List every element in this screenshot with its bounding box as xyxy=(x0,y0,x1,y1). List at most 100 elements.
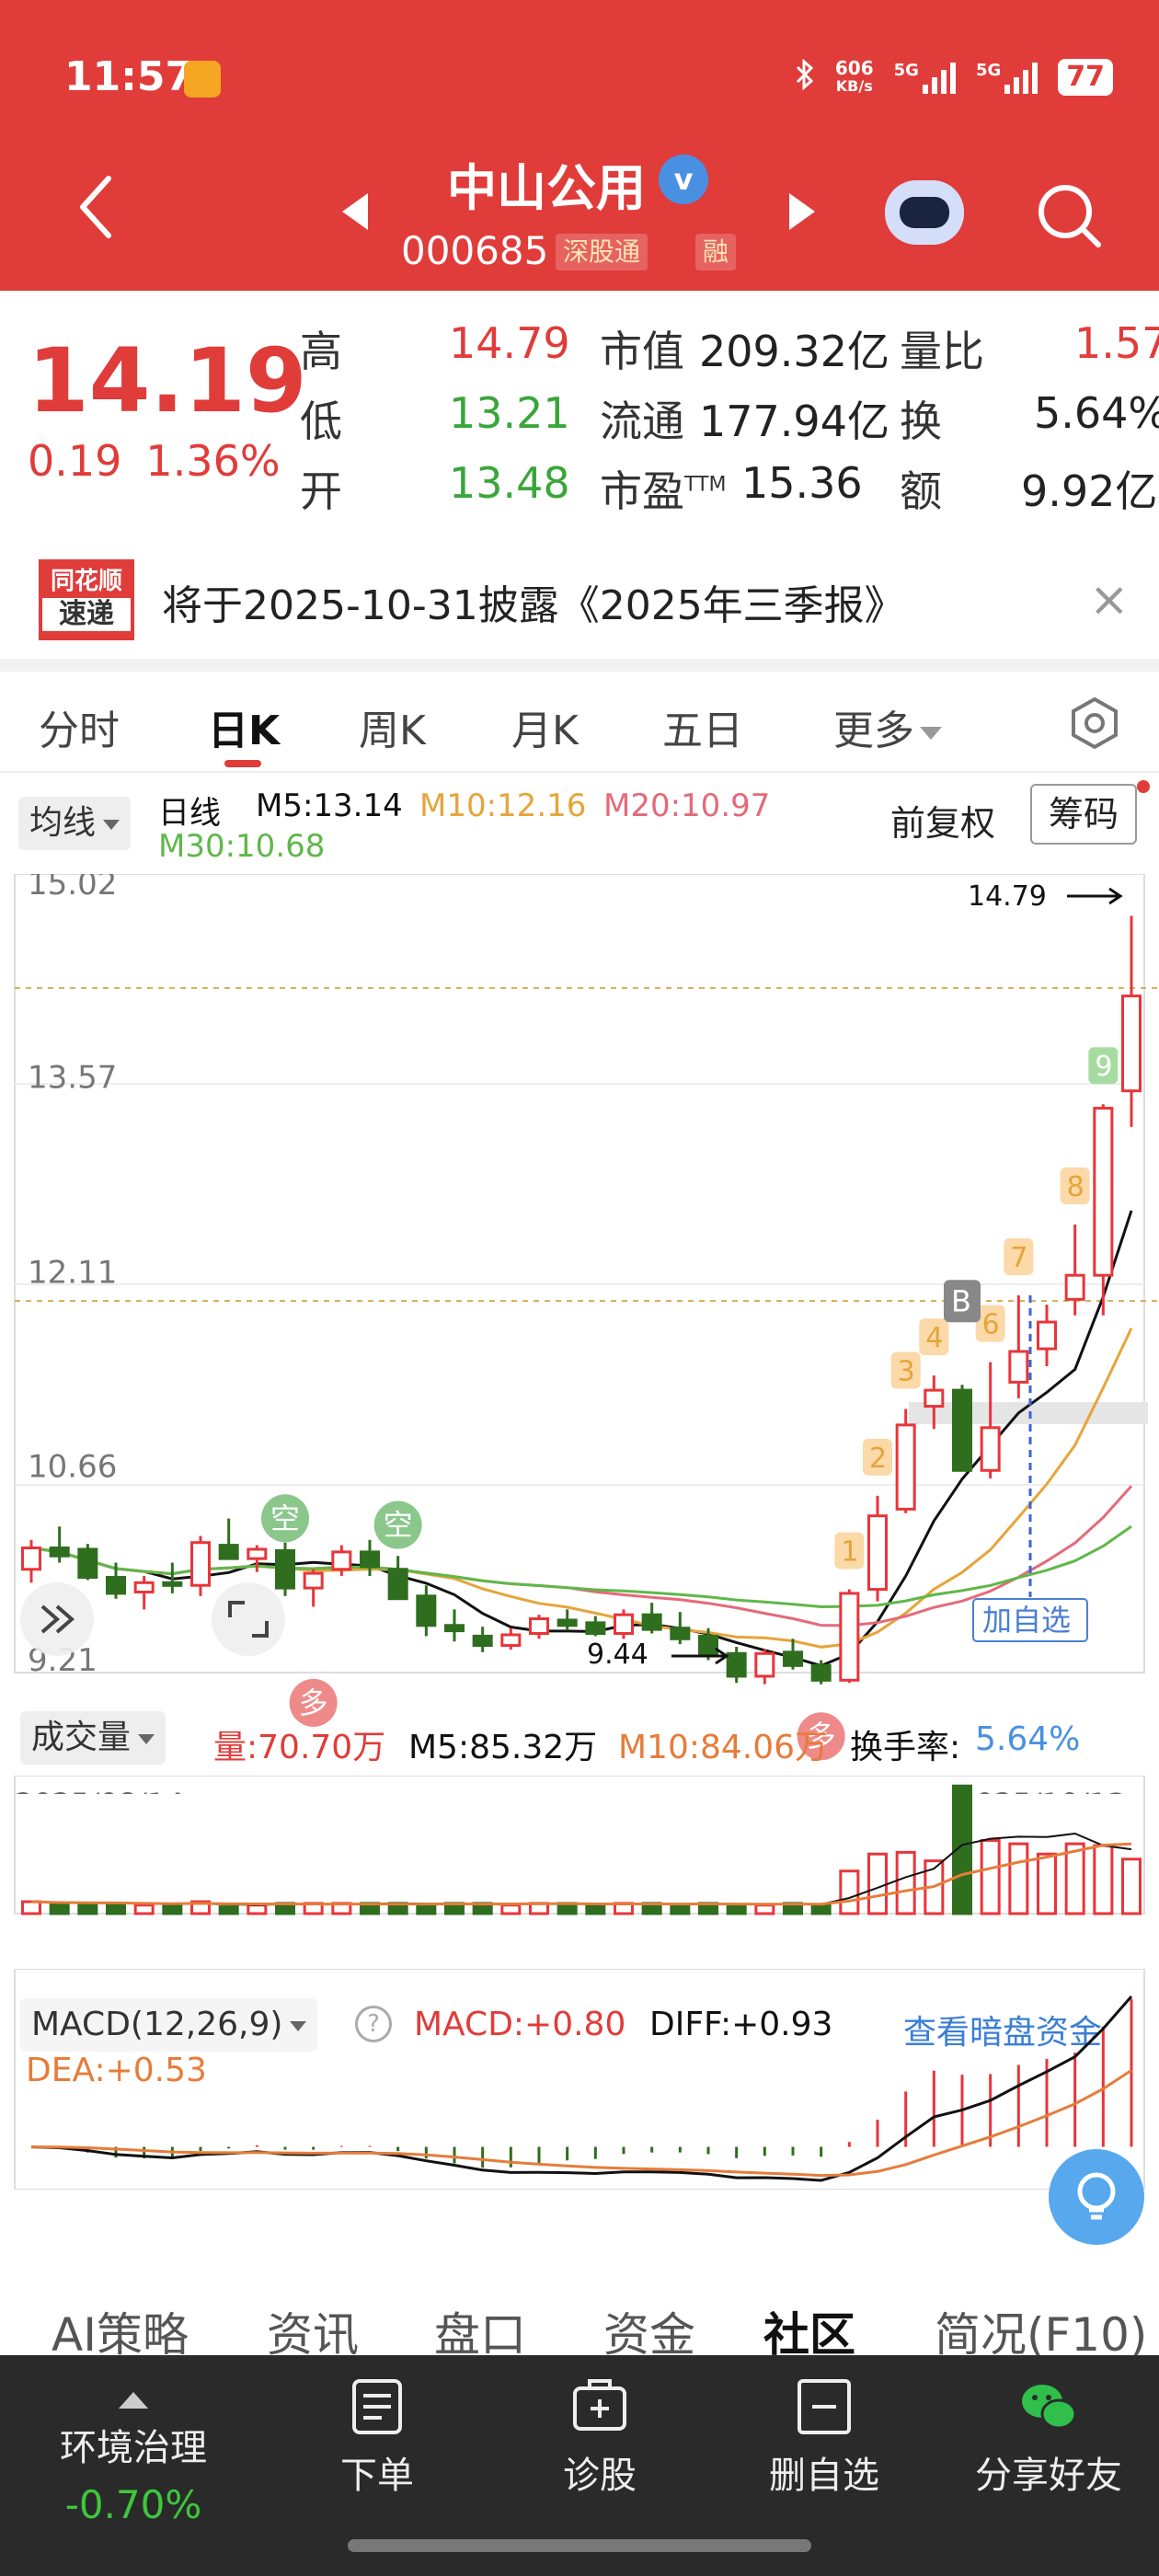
candle xyxy=(1093,1104,1114,1316)
volume-m10: M10:84.06万 xyxy=(618,1729,829,1766)
adjust-mode[interactable]: 前复权 xyxy=(890,803,996,844)
fullscreen-button[interactable] xyxy=(212,1582,285,1656)
order-button[interactable]: 下单 xyxy=(285,2377,469,2499)
tab-profile[interactable]: 简况(F10) xyxy=(935,2308,1148,2355)
y-tick-label: 15.02 xyxy=(28,874,117,903)
high-annotation: 14.79 xyxy=(968,880,1047,913)
y-tick-label: 12.11 xyxy=(28,1255,117,1292)
tab-ai-strategy[interactable]: AI策略 xyxy=(52,2308,189,2355)
candle xyxy=(613,1609,635,1639)
candle xyxy=(726,1647,747,1684)
help-icon[interactable]: ? xyxy=(355,2006,392,2042)
volume-m5: M5:85.32万 xyxy=(408,1729,598,1766)
remove-watch-button[interactable]: 删自选 xyxy=(732,2377,916,2499)
volume-bar xyxy=(895,1850,916,1915)
turnover-value: 5.64% xyxy=(1034,388,1159,438)
tag-margin: 融 xyxy=(695,234,737,270)
period-tabs: 分时 日K 周K 月K 五日 更多 xyxy=(0,672,1159,773)
volume-selector[interactable]: 成交量 xyxy=(20,1711,166,1765)
active-tab-indicator xyxy=(224,760,261,767)
kline-chart[interactable]: 15.0213.5712.1110.669.21 空空多多1234 6789B 1… xyxy=(0,874,1159,1794)
count-label: 8 xyxy=(1067,1171,1084,1203)
volume-bar xyxy=(1093,1844,1114,1915)
candle xyxy=(303,1569,324,1607)
count-badge xyxy=(834,1532,865,1570)
count-badge xyxy=(1060,1167,1090,1204)
collapse-button[interactable] xyxy=(20,1582,94,1656)
ai-robot-icon[interactable] xyxy=(885,180,964,245)
bluetooth-icon xyxy=(795,58,815,96)
notice-text[interactable]: 将于2025-10-31披露《2025年三季报》 xyxy=(162,582,905,629)
signal-label: 多 xyxy=(299,1685,328,1720)
candle xyxy=(924,1375,945,1430)
sector-info[interactable]: 环境治理 -0.70% xyxy=(28,2392,239,2527)
turnover-rate-label: 换手率: xyxy=(850,1729,961,1766)
back-button[interactable] xyxy=(74,175,120,238)
float-label: 流通 xyxy=(600,397,684,446)
chevron-down-icon xyxy=(103,819,120,830)
prev-stock-button[interactable] xyxy=(342,193,368,230)
diagnose-button[interactable]: 诊股 xyxy=(508,2377,692,2499)
chevron-down-icon xyxy=(138,1733,155,1744)
candle xyxy=(274,1542,296,1596)
pe-label: 市盈TTM xyxy=(600,466,727,516)
pe-value: 15.36 xyxy=(741,458,863,508)
volume-bar xyxy=(416,1903,437,1915)
tab-orderbook[interactable]: 盘口 xyxy=(434,2308,526,2355)
tab-community[interactable]: 社区 xyxy=(763,2308,855,2355)
candle xyxy=(951,1385,973,1472)
add-watch-tag[interactable] xyxy=(972,1598,1088,1642)
tab-weekly[interactable]: 周K xyxy=(359,707,426,754)
verified-icon: v xyxy=(659,155,708,204)
volume-bar xyxy=(20,1900,42,1915)
volume-bar xyxy=(1036,1852,1058,1915)
volume-value: 量:70.70万 xyxy=(213,1729,386,1766)
candle xyxy=(980,1362,1001,1478)
lightbulb-icon[interactable] xyxy=(1049,2149,1144,2245)
status-icons: 606 KB/s 5G 5G 77 xyxy=(795,57,1113,98)
candle xyxy=(1008,1294,1029,1398)
open-label: 开 xyxy=(300,466,342,516)
share-button[interactable]: 分享好友 xyxy=(957,2377,1141,2499)
date-end: 2025/10/13 xyxy=(957,1787,1126,1794)
tab-funds[interactable]: 资金 xyxy=(603,2308,695,2355)
volume-bar xyxy=(810,1903,832,1915)
tab-daily[interactable]: 日K xyxy=(208,707,281,754)
count-label: 7 xyxy=(1010,1242,1027,1274)
search-icon[interactable] xyxy=(1034,180,1104,250)
volume-bar xyxy=(951,1784,973,1915)
notice-banner[interactable]: 同花顺 速递 将于2025-10-31披露《2025年三季报》 × xyxy=(0,539,1159,659)
close-icon[interactable]: × xyxy=(1089,572,1130,627)
tab-five-day[interactable]: 五日 xyxy=(662,707,743,754)
candle xyxy=(585,1616,606,1637)
tab-intraday[interactable]: 分时 xyxy=(39,707,120,754)
chips-button[interactable]: 筹码 xyxy=(1030,784,1138,845)
home-indicator xyxy=(348,2539,811,2552)
settings-icon[interactable] xyxy=(1067,696,1122,751)
tab-news[interactable]: 资讯 xyxy=(267,2308,359,2355)
macd-chart[interactable] xyxy=(0,1969,1159,2190)
volume-bar xyxy=(1120,1857,1142,1915)
count-badge xyxy=(975,1305,1005,1342)
candle xyxy=(416,1585,437,1637)
tab-monthly[interactable]: 月K xyxy=(511,707,579,754)
candle xyxy=(247,1545,268,1572)
volume-chart[interactable] xyxy=(0,1776,1159,1923)
sector-name: 环境治理 xyxy=(60,2427,207,2469)
ma30-legend: M30:10.68 xyxy=(158,828,326,865)
candle xyxy=(218,1518,239,1560)
candle xyxy=(20,1539,42,1583)
tab-more[interactable]: 更多 xyxy=(833,697,942,756)
chevron-up-icon xyxy=(119,2392,148,2409)
macd-selector[interactable]: MACD(12,26,9) xyxy=(20,1998,318,2052)
diagnose-icon xyxy=(573,2379,626,2431)
mcap-value: 209.32亿 xyxy=(699,327,889,376)
volume-bar xyxy=(218,1905,239,1915)
price-change: 0.19 1.36% xyxy=(28,436,281,486)
next-stock-button[interactable] xyxy=(789,193,815,230)
signal-label: 空 xyxy=(270,1501,300,1535)
dark-pool-link[interactable]: 查看暗盘资金 xyxy=(903,2014,1103,2052)
indicator-selector[interactable]: 均线 xyxy=(18,797,132,850)
signal-2-icon: 5G xyxy=(976,61,1039,94)
signal-1-icon: 5G xyxy=(894,61,956,94)
